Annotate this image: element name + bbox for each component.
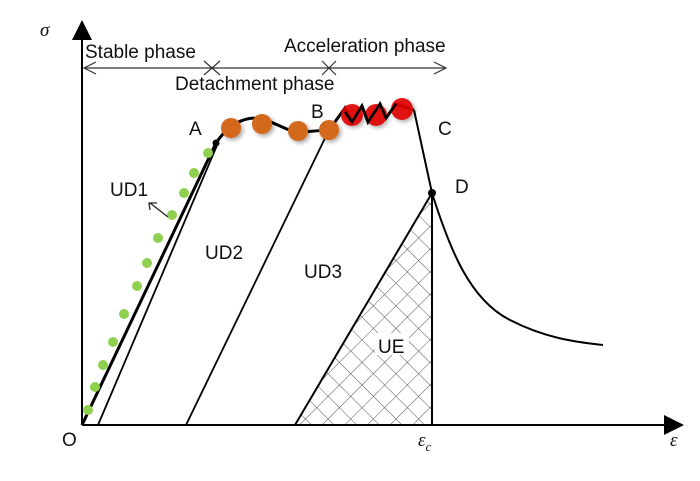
ud3-line (294, 192, 433, 426)
marker (221, 118, 241, 138)
ud1-label: UD1 (110, 180, 148, 201)
critical-strain-label: εc (418, 430, 432, 454)
point-a-label: A (189, 119, 202, 140)
marker (288, 121, 308, 141)
x-axis-label: ε (670, 430, 678, 451)
stable-phase-label: Stable phase (85, 42, 196, 63)
marker (341, 104, 363, 126)
ud2-label: UD2 (205, 243, 243, 264)
marker (391, 98, 413, 120)
point-c-label: C (438, 119, 452, 140)
marker (83, 405, 93, 415)
origin-label: O (62, 430, 77, 451)
ud2-line (185, 131, 329, 426)
ue-label: UE (378, 337, 404, 358)
acceleration-zigzag (343, 101, 398, 125)
marker (108, 337, 118, 347)
marker (132, 281, 142, 291)
ud1-line (97, 142, 219, 426)
marker (252, 114, 272, 134)
detachment-phase-markers (221, 114, 339, 141)
marker (203, 148, 213, 158)
ud1-arrow (149, 202, 169, 218)
ud3-label: UD3 (304, 262, 342, 283)
point-a-dot (212, 139, 220, 147)
stable-phase-markers (83, 148, 213, 415)
phase-arrows (82, 60, 448, 76)
acceleration-phase-label: Acceleration phase (284, 36, 446, 57)
marker (98, 360, 108, 370)
post-peak-curve (413, 109, 604, 346)
marker (179, 188, 189, 198)
point-b-label: B (311, 102, 324, 123)
y-axis-label: σ (40, 20, 50, 41)
ue-label-bg (375, 333, 409, 355)
marker (153, 233, 163, 243)
marker (90, 382, 100, 392)
detachment-phase-label: Detachment phase (175, 74, 335, 95)
ud1-arrowhead (148, 202, 157, 211)
point-d-dot (428, 189, 436, 197)
marker (119, 309, 129, 319)
point-d-label: D (455, 177, 469, 198)
marker (189, 168, 199, 178)
marker (167, 210, 177, 220)
marker (319, 120, 339, 140)
marker (142, 258, 152, 268)
